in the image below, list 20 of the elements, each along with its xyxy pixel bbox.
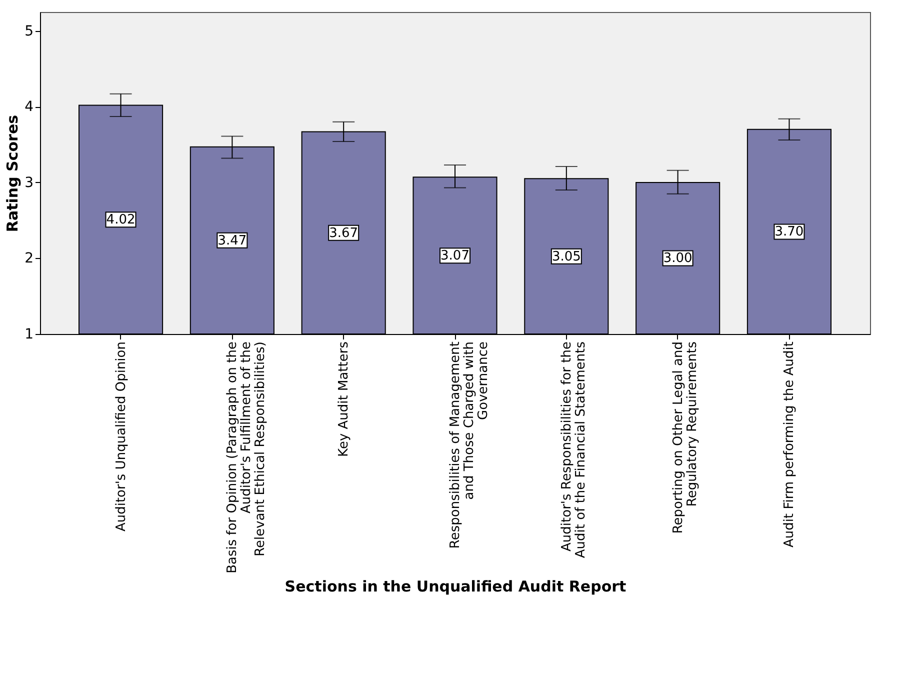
x-tick-label: Responsibilities of Management and Those Charged with Governance [448, 342, 491, 549]
data-label: 3.07 [440, 248, 470, 264]
data-label: 3.70 [774, 224, 804, 240]
y-axis-title: Rating Scores [4, 114, 22, 232]
y-tick-label: 5 [24, 23, 34, 40]
y-tick-label: 2 [24, 250, 34, 267]
x-tick-label: Auditor's Unqualified Opinion [114, 342, 129, 532]
data-label: 3.47 [218, 233, 247, 248]
data-label: 4.02 [106, 212, 136, 228]
data-label: 3.00 [663, 251, 692, 266]
y-tick-label: 1 [24, 326, 34, 342]
x-tick-label: Basis for Opinion (Paragraph on the Auditor's Fulfillment of the Relevant Ethical Responsibilities) [225, 342, 268, 574]
x-axis-title: Sections in the Unqualified Audit Report [284, 578, 626, 596]
y-tick-label: 4 [24, 99, 34, 116]
x-tick-label: Audit Firm performing the Audit [782, 342, 798, 548]
x-tick-label: Reporting on Other Legal and Regulatory Requirements [670, 341, 700, 534]
data-label: 3.05 [552, 249, 581, 264]
y-tick-label: 3 [24, 174, 34, 191]
x-tick-label: Key Audit Matters [336, 341, 352, 457]
data-label: 3.67 [329, 226, 358, 241]
